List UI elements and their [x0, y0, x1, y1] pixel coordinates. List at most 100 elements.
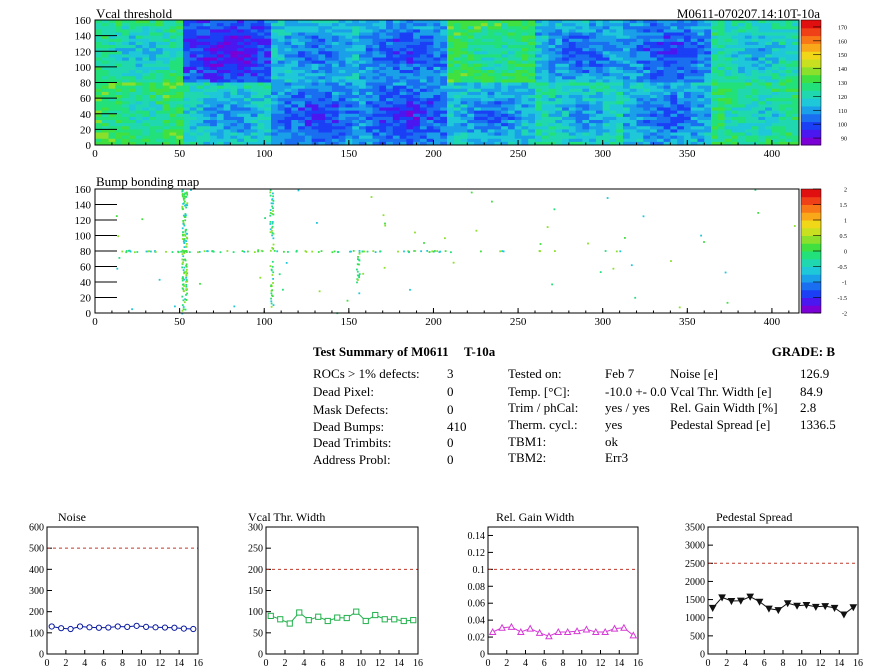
- heatmap-cell: [128, 66, 137, 71]
- heatmap-cell: [616, 32, 624, 37]
- heatmap-cell: [386, 66, 394, 71]
- heatmap-cell: [514, 123, 522, 127]
- heatmap-cell: [210, 91, 218, 96]
- palette-band: [801, 227, 821, 236]
- heatmap-cell: [785, 60, 793, 65]
- heatmap-cell: [738, 23, 746, 27]
- heatmap-cell: [744, 113, 753, 118]
- heatmap-cell: [386, 110, 394, 115]
- heatmap-cell: [677, 91, 685, 96]
- heatmap-cell: [155, 38, 164, 43]
- heatmap-cell: [277, 23, 285, 27]
- heatmap-cell: [304, 79, 313, 83]
- heatmap-cell: [548, 73, 556, 77]
- heatmap-cell: [623, 82, 631, 87]
- heatmap-cell: [765, 73, 773, 77]
- heatmap-cell: [494, 35, 502, 40]
- heatmap-cell: [609, 82, 617, 87]
- heatmap-cell: [623, 123, 631, 127]
- heatmap-cell: [108, 126, 116, 130]
- heatmap-cell: [771, 29, 780, 33]
- heatmap-cell: [758, 126, 766, 130]
- heatmap-cell: [656, 135, 665, 140]
- heatmap-cell: [643, 91, 651, 96]
- heatmap-cell: [595, 63, 604, 68]
- heatmap-cell: [108, 23, 116, 27]
- heatmap-cell: [548, 70, 556, 74]
- heatmap-cell: [548, 57, 556, 62]
- heatmap-cell: [562, 88, 570, 93]
- heatmap-cell: [785, 113, 793, 118]
- heatmap-cell: [738, 123, 746, 127]
- heatmap-cell: [562, 82, 570, 87]
- heatmap-cell: [562, 116, 570, 121]
- heatmap-cell: [785, 63, 793, 68]
- heatmap-cell: [419, 116, 428, 121]
- heatmap-cell: [399, 138, 407, 143]
- heatmap-cell: [142, 66, 150, 71]
- heatmap-cell: [602, 104, 610, 108]
- heatmap-cell: [650, 29, 658, 33]
- heatmap-cell: [697, 126, 705, 130]
- heatmap-cell: [250, 35, 258, 40]
- heatmap-cell: [731, 23, 739, 27]
- heatmap-cell: [731, 88, 739, 93]
- heatmap-cell: [399, 91, 407, 96]
- heatmap-cell: [95, 51, 103, 55]
- heatmap-cell: [568, 23, 577, 27]
- heatmap-cell: [487, 66, 495, 71]
- heatmap-cell: [149, 29, 157, 33]
- heatmap-cell: [717, 20, 725, 24]
- x-tick-label: 10: [136, 658, 146, 669]
- heatmap-cell: [670, 113, 678, 118]
- heatmap-cell: [122, 29, 130, 33]
- heatmap-cell: [480, 129, 489, 133]
- heatmap-cell: [677, 29, 685, 33]
- heatmap-cell: [717, 104, 725, 108]
- x-tick-label: 150: [341, 148, 358, 160]
- heatmap-cell: [304, 141, 313, 146]
- heatmap-cell: [636, 76, 644, 80]
- heatmap-cell: [203, 66, 211, 71]
- heatmap-cell: [277, 91, 285, 96]
- heatmap-cell: [372, 66, 380, 71]
- heatmap-cell: [616, 132, 624, 137]
- heatmap-cell: [663, 20, 671, 24]
- heatmap-cell: [501, 23, 509, 27]
- heatmap-cell: [230, 20, 238, 24]
- dead-bump: [305, 251, 308, 253]
- heatmap-cell: [359, 101, 367, 105]
- heatmap-cell: [480, 132, 489, 137]
- dead-bump: [426, 250, 429, 252]
- heatmap-cell: [318, 95, 326, 99]
- heatmap-cell: [589, 126, 597, 130]
- heatmap-cell: [122, 91, 130, 96]
- heatmap-cell: [629, 141, 637, 146]
- heatmap-cell: [636, 101, 644, 105]
- heatmap-cell: [562, 138, 570, 143]
- heatmap-cell: [711, 95, 719, 99]
- heatmap-cell: [521, 51, 529, 55]
- heatmap-cell: [392, 113, 401, 118]
- heatmap-cell: [724, 113, 732, 118]
- heatmap-cell: [535, 41, 543, 46]
- heatmap-cell: [291, 132, 299, 137]
- heatmap-cell: [616, 138, 624, 143]
- heatmap-cell: [257, 41, 265, 46]
- dead-bump: [182, 277, 184, 280]
- heatmap-cell: [128, 41, 137, 46]
- palette-band: [801, 82, 821, 91]
- heatmap-cell: [128, 29, 137, 33]
- heatmap-cell: [277, 132, 285, 137]
- heatmap-cell: [744, 120, 753, 124]
- heatmap-cell: [582, 26, 590, 30]
- heatmap-cell: [771, 91, 780, 96]
- heatmap-cell: [535, 57, 543, 62]
- heatmap-cell: [419, 85, 428, 90]
- heatmap-cell: [602, 82, 610, 87]
- heatmap-cell: [548, 48, 556, 52]
- heatmap-cell: [331, 70, 340, 74]
- heatmap-cell: [440, 91, 448, 96]
- x-tick-label: 6: [321, 658, 326, 669]
- heatmap-cell: [697, 135, 705, 140]
